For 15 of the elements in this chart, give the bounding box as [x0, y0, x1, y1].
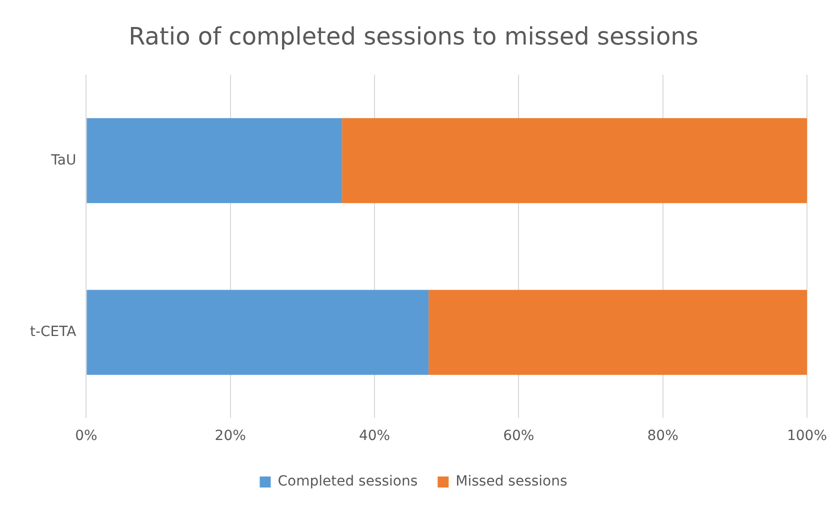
x-tick-label: 60% [503, 428, 534, 444]
bar [86, 118, 342, 204]
x-tick-label: 100% [786, 428, 828, 444]
bar [86, 290, 429, 375]
legend-label: Missed sessions [456, 474, 568, 490]
y-tick-label: TaU [50, 152, 76, 168]
x-tick-label: 40% [358, 428, 390, 444]
legend-label: Completed sessions [278, 474, 418, 490]
bar [428, 290, 807, 375]
bar [342, 118, 807, 204]
chart-title: Ratio of completed sessions to missed sessions [128, 22, 698, 51]
y-tick-label: t-CETA [30, 324, 77, 340]
x-tick-label: 80% [647, 428, 678, 444]
x-tick-label: 0% [75, 428, 98, 444]
x-tick-label: 20% [214, 428, 246, 444]
